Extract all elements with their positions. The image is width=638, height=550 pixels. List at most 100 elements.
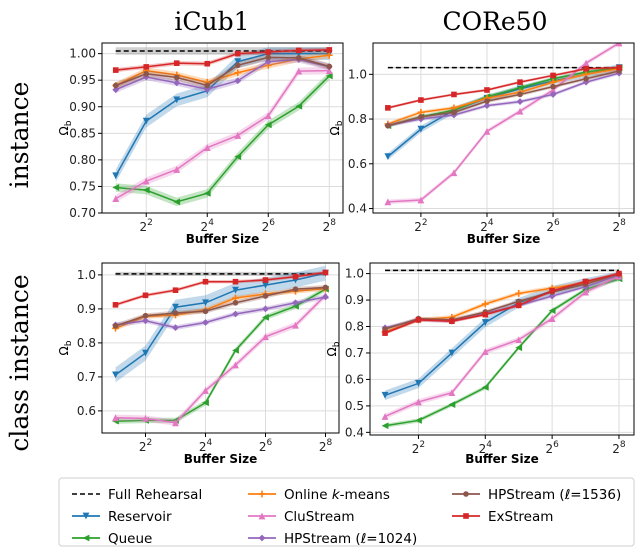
data-point	[583, 65, 589, 72]
y-tick-label: 0.9	[345, 293, 364, 307]
x-tick-label: 28	[319, 438, 333, 454]
x-tick-label: 22	[139, 438, 152, 454]
series-exstream	[382, 270, 622, 336]
data-point	[448, 349, 456, 357]
legend-label: Reservoir	[108, 509, 172, 525]
series-line	[115, 69, 330, 200]
data-point	[234, 69, 242, 77]
data-point	[142, 317, 149, 325]
data-point	[415, 398, 422, 406]
data-point	[112, 82, 119, 89]
data-point	[112, 371, 119, 379]
data-point	[417, 125, 425, 133]
data-point	[516, 107, 524, 115]
data-point	[112, 195, 120, 203]
data-point	[325, 67, 333, 75]
column-title-core50: CORe50	[442, 7, 547, 36]
legend-label: CluStream	[284, 509, 355, 525]
data-point	[202, 278, 209, 285]
data-point	[516, 84, 524, 92]
confidence-band	[115, 54, 330, 89]
x-axis-label: Buffer Size	[186, 232, 260, 246]
series-line	[115, 288, 326, 422]
data-point	[549, 91, 557, 98]
series-exstream	[385, 64, 622, 111]
confidence-band	[385, 271, 619, 335]
data-point	[112, 302, 119, 308]
data-point	[172, 303, 179, 311]
data-point	[292, 286, 299, 292]
legend-label: HPStream (ℓ=1536)	[488, 487, 621, 503]
confidence-band	[115, 71, 330, 207]
x-tick-label: 26	[262, 218, 276, 234]
data-point	[143, 71, 150, 77]
series-clustream	[381, 272, 623, 420]
y-tick-label: 0.6	[77, 404, 96, 418]
y-tick-label: 0.5	[345, 399, 364, 413]
data-point	[204, 82, 211, 89]
data-point	[112, 184, 120, 191]
data-point	[481, 319, 489, 326]
data-point	[234, 77, 242, 85]
data-point	[322, 269, 329, 276]
data-point	[449, 318, 455, 325]
confidence-band	[115, 47, 330, 183]
data-point	[549, 86, 557, 94]
axes-frame	[369, 262, 635, 436]
series-line	[115, 294, 327, 424]
data-point	[582, 288, 589, 296]
data-point	[262, 277, 269, 283]
x-axis-label: Buffer Size	[467, 232, 541, 246]
confidence-band	[387, 64, 620, 160]
series-hpstream-1536	[112, 54, 333, 89]
data-point	[448, 401, 456, 408]
data-point	[173, 198, 181, 206]
data-point	[264, 58, 272, 65]
series-clustream	[112, 66, 333, 203]
data-point	[550, 72, 556, 79]
y-tick-label: 0.70	[69, 206, 96, 220]
y-tick-label: 1.0	[77, 268, 96, 282]
data-point	[232, 299, 239, 306]
legend-label: ExStream	[488, 509, 553, 525]
y-tick-label: 0.9	[77, 302, 96, 316]
y-tick-label: 0.8	[345, 320, 364, 334]
legend-item-online-k-means: Online k-means	[248, 487, 390, 503]
data-point	[481, 383, 489, 391]
data-point	[548, 307, 556, 315]
series-line	[115, 287, 326, 329]
data-point	[295, 102, 303, 110]
data-point	[385, 105, 391, 111]
data-point	[582, 59, 590, 67]
data-point	[322, 284, 329, 291]
legend-marker	[82, 534, 90, 542]
legend-item-exstream: ExStream	[452, 509, 553, 525]
data-point	[418, 97, 424, 103]
data-point	[382, 330, 388, 336]
data-point	[550, 83, 556, 90]
x-tick-label: 26	[546, 218, 560, 234]
y-tick-label: 0.7	[345, 346, 364, 360]
data-point	[112, 414, 119, 422]
plot-content	[112, 265, 329, 427]
y-axis-label: Ωb	[57, 340, 74, 355]
series-line	[384, 278, 620, 427]
data-point	[548, 292, 556, 300]
data-point	[515, 302, 522, 309]
data-point	[232, 286, 239, 294]
y-tick-label: 0.4	[345, 425, 364, 439]
series-exstream	[112, 269, 329, 308]
y-tick-label: 0.95	[69, 73, 96, 87]
data-point	[173, 60, 180, 66]
data-point	[418, 114, 424, 120]
data-point	[262, 281, 269, 289]
y-tick-label: 0.85	[69, 126, 96, 140]
data-point	[515, 290, 523, 297]
data-point	[173, 79, 181, 87]
legend-marker	[463, 491, 469, 497]
data-point	[515, 344, 523, 352]
y-tick-label: 0.75	[69, 179, 96, 193]
